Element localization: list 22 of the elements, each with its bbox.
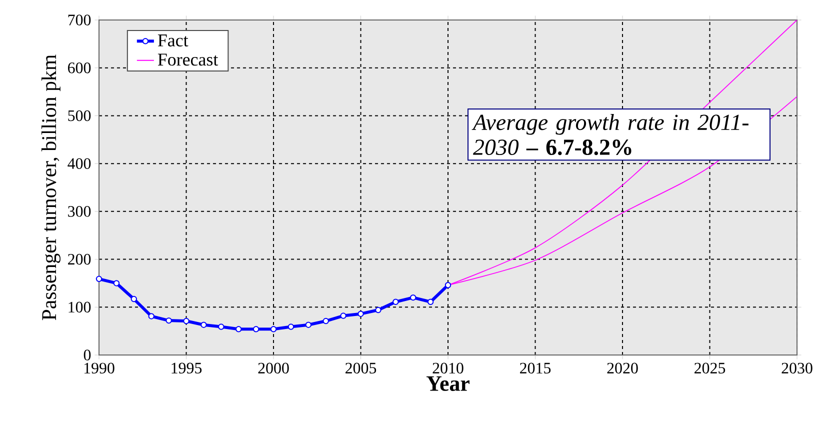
x-axis-title: Year xyxy=(426,376,470,391)
y-tick-label: 700 xyxy=(68,14,91,26)
x-tick-label: 2030 xyxy=(782,362,812,374)
y-tick-label: 300 xyxy=(68,206,91,217)
y-tick-label: 200 xyxy=(68,254,91,265)
x-tick-label: 2010 xyxy=(432,362,464,374)
legend-label: Forecast xyxy=(158,54,218,66)
x-tick-label: 2020 xyxy=(607,362,638,374)
y-tick-label: 100 xyxy=(68,302,91,313)
x-tick-label: 1990 xyxy=(84,362,114,374)
x-tick-label: 1995 xyxy=(172,362,202,374)
x-tick-label: 2025 xyxy=(694,362,726,374)
y-tick-label: 0 xyxy=(84,350,91,360)
y-tick-label: 500 xyxy=(68,110,91,122)
y-tick-label: 600 xyxy=(68,62,91,74)
x-tick-label: 2005 xyxy=(346,362,376,374)
legend-label: Fact xyxy=(158,34,188,46)
annotation: Average growth rate in 2011-2030 – 6.7-8.2% xyxy=(472,114,748,156)
y-axis-title: Passenger turnover, billion pkm xyxy=(41,54,60,320)
x-tick-label: 2015 xyxy=(520,362,551,374)
y-tick-label: 400 xyxy=(68,158,91,169)
x-tick-label: 2000 xyxy=(258,362,289,374)
